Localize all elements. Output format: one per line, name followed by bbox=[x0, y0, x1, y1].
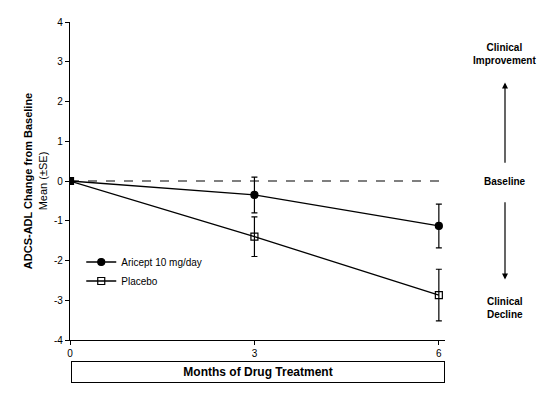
svg-text:-4: -4 bbox=[54, 335, 63, 346]
svg-text:-1: -1 bbox=[54, 215, 63, 226]
svg-text:0: 0 bbox=[67, 348, 73, 359]
svg-text:-2: -2 bbox=[54, 255, 63, 266]
svg-text:4: 4 bbox=[57, 17, 63, 28]
svg-text:Baseline: Baseline bbox=[484, 176, 526, 187]
svg-text:Months of Drug Treatment: Months of Drug Treatment bbox=[183, 365, 332, 379]
svg-text:ClinicalDecline: ClinicalDecline bbox=[487, 296, 523, 320]
svg-text:3: 3 bbox=[57, 56, 63, 67]
svg-text:-3: -3 bbox=[54, 295, 63, 306]
svg-text:Placebo: Placebo bbox=[121, 276, 158, 287]
svg-text:6: 6 bbox=[436, 348, 442, 359]
svg-text:ClinicalImprovement: ClinicalImprovement bbox=[473, 42, 536, 66]
svg-text:Aricept 10 mg/day: Aricept 10 mg/day bbox=[121, 257, 202, 268]
svg-text:1: 1 bbox=[57, 136, 63, 147]
svg-text:2: 2 bbox=[57, 96, 63, 107]
svg-text:3: 3 bbox=[252, 348, 258, 359]
svg-text:ADCS-ADL Change from BaselineM: ADCS-ADL Change from BaselineMean (±SE) bbox=[22, 93, 48, 269]
svg-text:0: 0 bbox=[57, 176, 63, 187]
